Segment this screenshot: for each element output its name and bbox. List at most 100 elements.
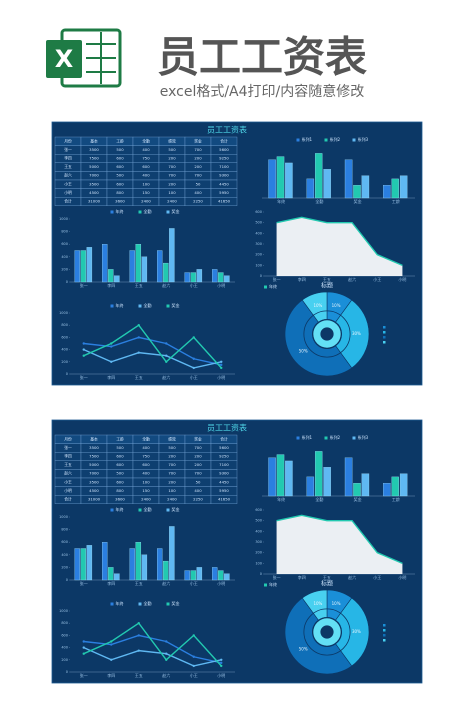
x-tick-label: 王五 <box>135 673 143 678</box>
bar <box>135 244 142 283</box>
bar <box>268 457 276 497</box>
x-tick-label: 李四 <box>298 276 306 282</box>
point <box>220 363 223 367</box>
table-cell-text: 700 <box>194 445 202 450</box>
bar <box>268 159 276 199</box>
bar <box>344 457 353 497</box>
table-cell-text: 7100 <box>219 164 229 169</box>
bar <box>102 542 108 581</box>
line <box>83 622 222 667</box>
y-tick-label: 100 <box>255 561 262 565</box>
legend-label: 全勤 <box>144 506 152 512</box>
table-cell-text: 5950 <box>219 190 229 195</box>
bar <box>306 178 315 199</box>
bar <box>196 567 203 581</box>
x-tick-label: 小王 <box>190 580 198 586</box>
legend-swatch <box>324 138 328 142</box>
table-cell-text: 5600 <box>219 445 229 450</box>
table-cell-text: 750 <box>142 156 150 161</box>
bar <box>276 454 285 497</box>
x-tick-label: 小明 <box>217 282 225 288</box>
point <box>165 354 168 357</box>
table-header: 奖金 <box>194 138 202 143</box>
table-cell-text: 200 <box>194 164 202 169</box>
bar <box>224 275 230 283</box>
area <box>276 515 403 574</box>
table-cell-text: 200 <box>168 156 176 161</box>
point <box>192 336 195 339</box>
x-tick-label: 小王 <box>190 374 198 380</box>
table-cell-text: 700 <box>194 173 202 178</box>
table-cell-text: 31000 <box>88 199 101 204</box>
legend-label: 奖金 <box>172 302 180 308</box>
y-tick-label: 800 <box>61 323 68 327</box>
table-cell <box>210 494 238 504</box>
point <box>220 658 223 661</box>
point <box>82 646 85 649</box>
table-header: 工龄 <box>116 138 124 143</box>
table-cell-text: 7000 <box>89 471 99 476</box>
y-tick-label: 1000 <box>59 609 68 613</box>
table-header: 合计 <box>220 436 228 441</box>
y-tick-label: 800 <box>61 230 68 234</box>
table-cell-text: 合计 <box>64 199 72 204</box>
bar <box>218 570 224 581</box>
bar <box>86 545 93 581</box>
legend-swatch <box>383 341 386 344</box>
bar <box>190 570 197 581</box>
bar <box>157 548 163 581</box>
bar <box>163 262 169 283</box>
table-header: 合计 <box>220 138 228 143</box>
chart-title: 标题 <box>321 580 333 588</box>
table-cell-text: 2400 <box>141 199 151 204</box>
table-cell-text: 500 <box>116 147 124 152</box>
table-cell-text: 700 <box>168 471 176 476</box>
y-tick-label: 0 <box>260 274 262 278</box>
table-cell-text: 5600 <box>219 147 229 152</box>
pie-slice <box>301 589 328 621</box>
y-tick-label: 200 <box>61 658 68 662</box>
table-cell-text: 5950 <box>219 488 229 493</box>
x-tick-label: 张一 <box>273 574 281 580</box>
table-cell-text: 500 <box>168 445 176 450</box>
y-tick-label: 1000 <box>59 311 68 315</box>
legend-label: 年终 <box>269 283 277 289</box>
x-tick-label: 小王 <box>373 574 381 580</box>
x-tick-label: 张一 <box>80 580 88 586</box>
y-tick-label: 500 <box>255 221 262 225</box>
table-header: 绩效 <box>168 436 176 441</box>
y-tick-label: 400 <box>255 231 262 235</box>
point <box>110 342 113 345</box>
x-tick-label: 全勤 <box>315 496 323 502</box>
legend-label: 年终 <box>116 600 124 606</box>
y-tick-label: 1000 <box>59 515 68 519</box>
x-tick-label: 李四 <box>107 580 115 586</box>
x-tick-label: 赵六 <box>162 282 170 288</box>
y-tick-label: 200 <box>255 253 262 257</box>
bar <box>212 567 218 581</box>
y-tick-label: 0 <box>260 572 262 576</box>
point <box>82 348 85 351</box>
x-tick-label: 李四 <box>107 374 115 380</box>
table-cell-text: 王五 <box>64 164 72 169</box>
table-cell-text: 小王 <box>64 479 72 484</box>
x-tick-label: 李四 <box>107 282 115 288</box>
table-cell-text: 4450 <box>219 479 229 484</box>
y-tick-label: 300 <box>255 540 262 544</box>
table-cell-text: 2400 <box>167 199 177 204</box>
legend-swatch <box>110 508 114 512</box>
x-tick-label: 年终 <box>277 496 285 502</box>
point <box>165 658 168 661</box>
x-tick-label: 王五 <box>135 283 143 288</box>
x-tick-label: 奖金 <box>354 198 362 204</box>
x-tick-label: 小王 <box>373 276 381 282</box>
table-cell-text: 31000 <box>88 497 101 502</box>
legend-label: 系列2 <box>330 434 341 440</box>
chart-title: 标题 <box>321 282 333 290</box>
table-cell-text: 600 <box>116 479 124 484</box>
bar <box>157 250 163 283</box>
x-tick-label: 小王 <box>190 672 198 678</box>
table-cell-text: 200 <box>194 454 202 459</box>
table-header: 月份 <box>64 138 72 143</box>
y-tick-label: 1000 <box>59 217 68 221</box>
